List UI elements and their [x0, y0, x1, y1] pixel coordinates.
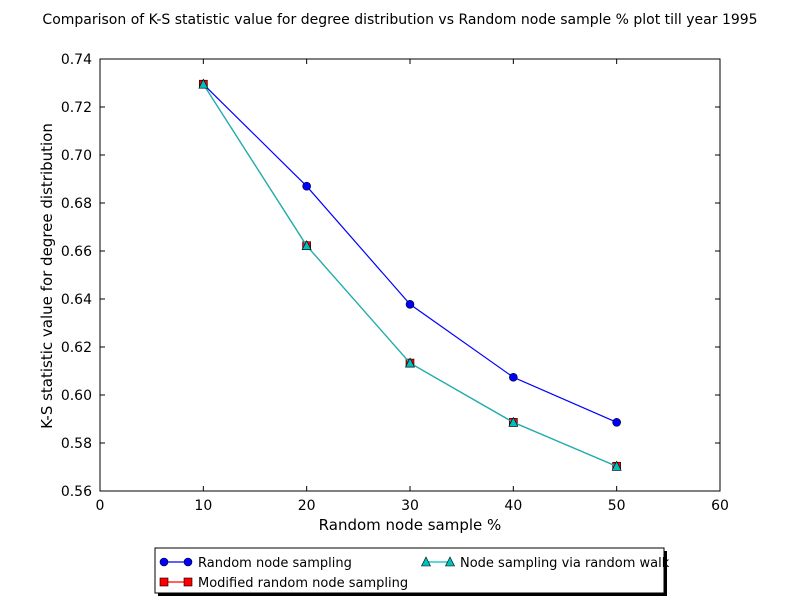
series-2: [199, 79, 621, 471]
data-point: [301, 240, 312, 251]
series-line: [202, 83, 617, 467]
y-tick-label: 0.64: [61, 292, 92, 308]
legend-label: Node sampling via random walk: [460, 556, 670, 571]
x-tick-label: 10: [194, 498, 212, 514]
series-3: [198, 78, 622, 471]
legend-entry-2: Modified random node sampling: [159, 576, 408, 591]
legend-marker: [183, 557, 193, 567]
series-line: [202, 83, 617, 423]
y-tick-label: 0.56: [61, 484, 92, 500]
y-tick-label: 0.58: [61, 436, 92, 452]
legend-marker: [159, 577, 169, 587]
x-axis-label: Random node sample %: [319, 516, 502, 534]
legend-box: [154, 547, 665, 594]
data-point: [509, 372, 518, 382]
series-layer: [198, 78, 622, 471]
data-point: [405, 357, 415, 368]
legend-marker: [445, 556, 455, 567]
data-point: [198, 78, 209, 89]
y-tick-label: 0.60: [61, 388, 92, 404]
ticks-layer: 0 10 20 30 40 50 60 0.56 0.58 0.60 0.62 0.64 0.66 0.6…: [61, 52, 729, 514]
data-point: [612, 418, 621, 427]
x-tick-label: 30: [401, 498, 419, 514]
y-axis-label: K-S statistic value for degree distribut…: [38, 123, 56, 429]
y-tick-label: 0.70: [61, 148, 92, 164]
y-tick-label: 0.68: [61, 196, 92, 212]
data-point: [302, 181, 311, 191]
legend-label: Modified random node sampling: [198, 576, 408, 591]
data-point: [405, 299, 415, 309]
legend-marker: [159, 557, 169, 567]
axes-layer: [99, 58, 721, 492]
legend: Random node sampling Modified random node…: [154, 547, 670, 596]
y-tick-label: 0.62: [61, 340, 92, 356]
x-tick-label: 0: [96, 498, 105, 514]
y-tick-label: 0.66: [61, 244, 92, 260]
series-line: [202, 83, 617, 467]
x-tick-label: 40: [504, 498, 522, 514]
legend-marker: [183, 577, 193, 587]
series-1: [199, 79, 621, 427]
x-tick-label: 50: [608, 498, 626, 514]
legend-marker: [421, 556, 431, 567]
data-point: [508, 416, 519, 427]
x-tick-label: 20: [298, 498, 316, 514]
plot-frame: [99, 58, 721, 492]
y-tick-label: 0.72: [61, 100, 92, 116]
legend-entry-1: Random node sampling: [159, 556, 352, 571]
x-tick-label: 60: [711, 498, 729, 514]
chart-title: Comparison of K-S statistic value for de…: [42, 12, 757, 28]
data-point: [611, 460, 622, 471]
legend-entry-3: Node sampling via random walk: [421, 556, 670, 571]
legend-label: Random node sampling: [198, 556, 352, 571]
y-tick-label: 0.74: [61, 52, 92, 68]
